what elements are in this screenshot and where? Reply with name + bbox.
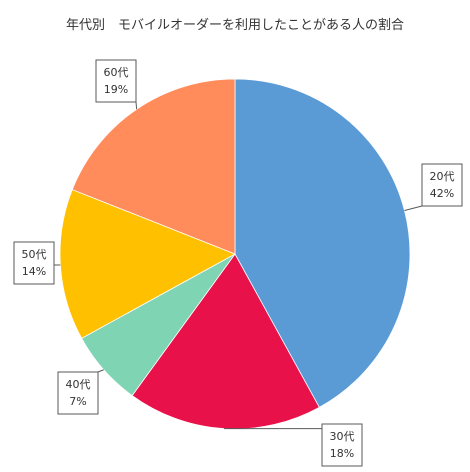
pie-slice-60代 <box>71 78 236 255</box>
chart-title: 年代別 モバイルオーダーを利用したことがある人の割合 <box>65 18 404 33</box>
callout-category-label: 50代 <box>22 248 47 261</box>
callout-leader-line <box>404 205 423 211</box>
pie-slice-20代 <box>234 78 411 408</box>
callout-value-label: 18% <box>330 447 354 460</box>
callout-box <box>57 371 99 415</box>
callout-leader-line <box>135 101 138 110</box>
callout-category-label: 30代 <box>330 430 355 443</box>
callout-category-label: 20代 <box>430 170 455 183</box>
callout-category-label: 40代 <box>66 378 91 391</box>
pie-slices <box>59 78 411 430</box>
callout-box <box>321 423 363 467</box>
callout-value-label: 14% <box>22 265 46 278</box>
callout-value-label: 19% <box>104 83 128 96</box>
callout-category-label: 60代 <box>104 66 129 79</box>
callout-value-label: 7% <box>69 395 86 408</box>
callout-value-label: 42% <box>430 187 454 200</box>
callout-box <box>95 59 137 103</box>
callout-leader-line <box>97 369 104 373</box>
callout-box <box>13 241 55 285</box>
callout-box <box>421 163 463 207</box>
